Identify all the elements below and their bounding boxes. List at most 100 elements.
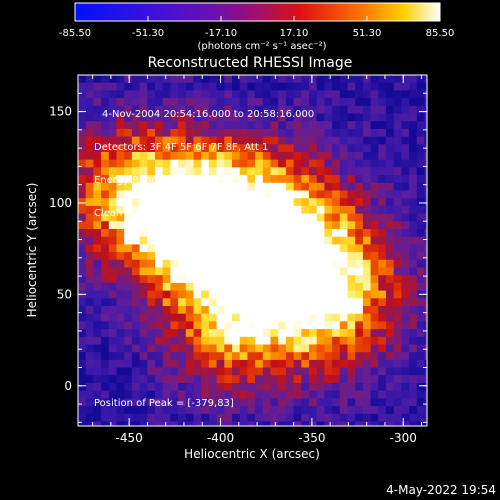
heatmap-cell bbox=[178, 267, 187, 276]
heatmap-cell bbox=[193, 375, 202, 384]
heatmap-cell bbox=[386, 352, 395, 361]
heatmap-cell bbox=[139, 105, 148, 114]
heatmap-cell bbox=[355, 221, 364, 230]
heatmap-cell bbox=[278, 75, 287, 84]
heatmap-cell bbox=[178, 383, 187, 392]
heatmap-cell bbox=[293, 329, 302, 338]
heatmap-cell bbox=[355, 75, 364, 84]
heatmap-cell bbox=[239, 352, 248, 361]
heatmap-cell bbox=[393, 275, 402, 284]
heatmap-cell bbox=[278, 290, 287, 299]
heatmap-cell bbox=[193, 205, 202, 214]
heatmap-cell bbox=[93, 259, 102, 268]
heatmap-cell bbox=[162, 359, 171, 368]
heatmap-cell bbox=[201, 383, 210, 392]
heatmap-cell bbox=[162, 152, 171, 161]
heatmap-cell bbox=[131, 321, 140, 330]
heatmap-cell bbox=[401, 144, 410, 153]
heatmap-cell bbox=[301, 259, 310, 268]
heatmap-cell bbox=[185, 167, 194, 176]
heatmap-cell bbox=[208, 390, 217, 399]
heatmap-cell bbox=[239, 259, 248, 268]
heatmap-cell bbox=[285, 336, 294, 345]
heatmap-cell bbox=[232, 136, 241, 145]
heatmap-cell bbox=[285, 267, 294, 276]
heatmap-cell bbox=[347, 344, 356, 353]
heatmap-cell bbox=[255, 275, 264, 284]
heatmap-cell bbox=[270, 421, 279, 426]
heatmap-cell bbox=[378, 344, 387, 353]
heatmap-cell bbox=[124, 121, 133, 130]
heatmap-cell bbox=[85, 213, 94, 222]
heatmap-cell bbox=[262, 159, 271, 168]
heatmap-cell bbox=[124, 252, 133, 261]
annotation-energy: Energy Range: 3.0 - 6.0 keV bbox=[94, 175, 234, 186]
heatmap-cell bbox=[147, 182, 156, 191]
heatmap-cell bbox=[278, 90, 287, 99]
heatmap-cell bbox=[316, 136, 325, 145]
heatmap-cell bbox=[101, 144, 110, 153]
heatmap-cell bbox=[378, 375, 387, 384]
heatmap-cell bbox=[208, 205, 217, 214]
heatmap-cell bbox=[332, 375, 341, 384]
heatmap-cell bbox=[293, 136, 302, 145]
heatmap-cell bbox=[293, 121, 302, 130]
heatmap-cell bbox=[124, 90, 133, 99]
heatmap-cell bbox=[416, 213, 425, 222]
heatmap-cell bbox=[309, 275, 318, 284]
colorbar-units: (photons cm⁻² s⁻¹ asec⁻²) bbox=[197, 41, 326, 52]
heatmap-cell bbox=[255, 121, 264, 130]
heatmap-cell bbox=[232, 421, 241, 426]
heatmap-cell bbox=[370, 375, 379, 384]
heatmap-cell bbox=[393, 244, 402, 253]
heatmap-cell bbox=[85, 128, 94, 137]
heatmap-cell bbox=[224, 98, 233, 107]
heatmap-cell bbox=[201, 390, 210, 399]
heatmap-cell bbox=[124, 313, 133, 322]
heatmap-cell bbox=[201, 344, 210, 353]
heatmap-cell bbox=[201, 167, 210, 176]
heatmap-cell bbox=[170, 128, 179, 137]
y-tick-label: 50 bbox=[57, 287, 72, 301]
heatmap-cell bbox=[316, 275, 325, 284]
heatmap-cell bbox=[332, 398, 341, 407]
heatmap-cell bbox=[324, 321, 333, 330]
heatmap-cell bbox=[147, 275, 156, 284]
heatmap-cell bbox=[393, 359, 402, 368]
heatmap-cell bbox=[216, 313, 225, 322]
heatmap-cell bbox=[285, 152, 294, 161]
heatmap-cell bbox=[78, 367, 87, 376]
heatmap-cell bbox=[131, 182, 140, 191]
heatmap-cell bbox=[162, 75, 171, 84]
heatmap-cell bbox=[193, 336, 202, 345]
heatmap-cell bbox=[278, 313, 287, 322]
heatmap-cell bbox=[285, 105, 294, 114]
heatmap-cell bbox=[255, 128, 264, 137]
heatmap-cell bbox=[131, 344, 140, 353]
heatmap-cell bbox=[324, 267, 333, 276]
heatmap-cell bbox=[424, 413, 427, 422]
annotation-time: 4-Nov-2004 20:54:16.000 to 20:58:16.000 bbox=[102, 109, 315, 120]
heatmap-cell bbox=[208, 313, 217, 322]
heatmap-cell bbox=[93, 82, 102, 91]
heatmap-cell bbox=[85, 221, 94, 230]
heatmap-cell bbox=[155, 375, 164, 384]
heatmap-cell bbox=[309, 82, 318, 91]
heatmap-cell bbox=[78, 113, 87, 122]
heatmap-cell bbox=[193, 290, 202, 299]
heatmap-cell bbox=[293, 336, 302, 345]
heatmap-cell bbox=[216, 213, 225, 222]
heatmap-cell bbox=[147, 313, 156, 322]
heatmap-cell bbox=[378, 321, 387, 330]
heatmap-cell bbox=[224, 367, 233, 376]
heatmap-cell bbox=[93, 205, 102, 214]
heatmap-cell bbox=[78, 190, 87, 199]
heatmap-cell bbox=[178, 136, 187, 145]
heatmap-cell bbox=[208, 221, 217, 230]
heatmap-cell bbox=[116, 367, 125, 376]
heatmap-cell bbox=[101, 82, 110, 91]
heatmap-cell bbox=[78, 267, 87, 276]
heatmap-cell bbox=[324, 398, 333, 407]
heatmap-cell bbox=[393, 167, 402, 176]
heatmap-cell bbox=[270, 213, 279, 222]
